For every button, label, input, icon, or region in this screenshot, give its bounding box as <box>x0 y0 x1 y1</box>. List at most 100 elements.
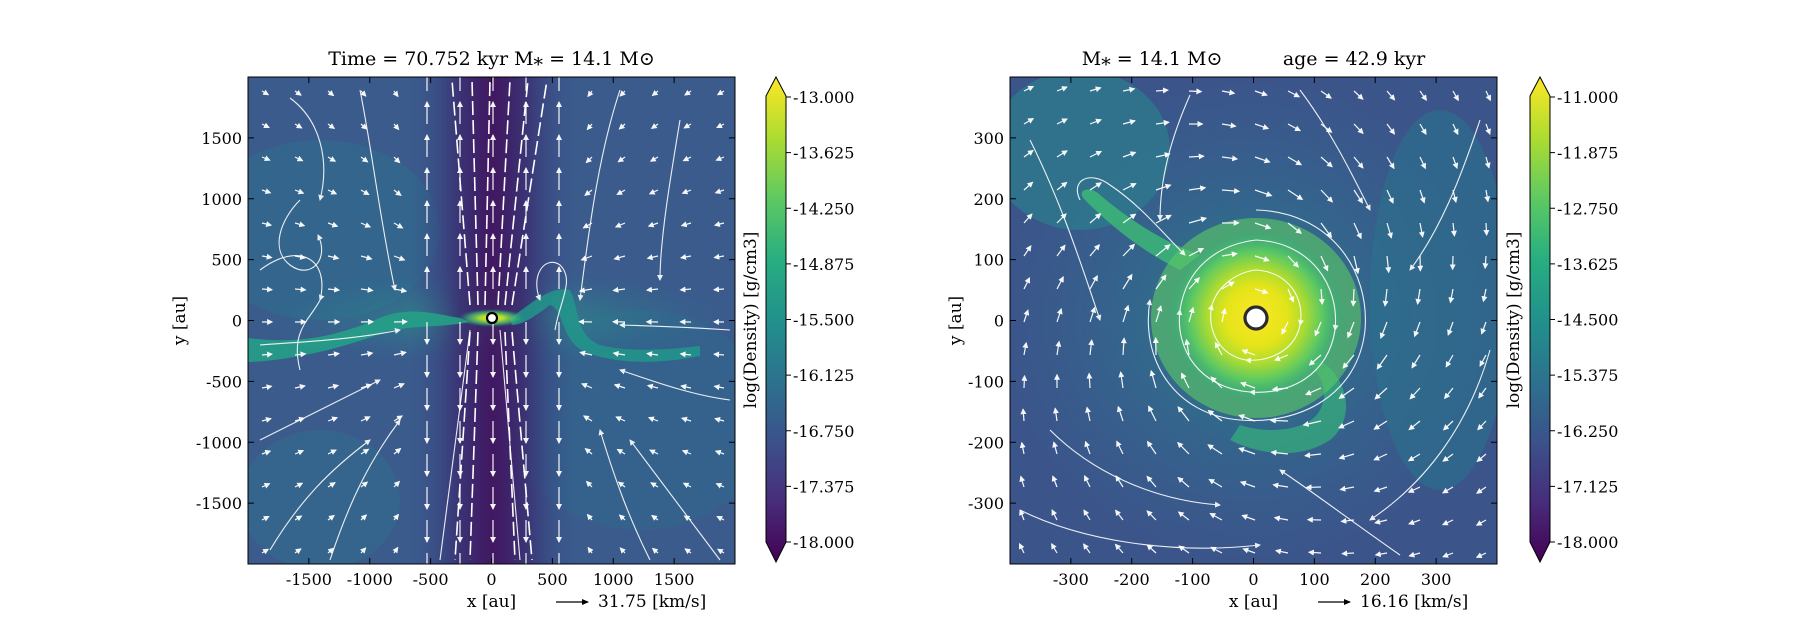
velocity-vector <box>682 482 692 489</box>
panel-2-envelope-upperleft <box>1010 77 1170 230</box>
colorbar-tick-label: -12.750 <box>1557 199 1618 218</box>
velocity-vector <box>1269 417 1289 424</box>
streamline <box>1146 209 1366 422</box>
colorbar-1-label: log(Density) [g/cm3] <box>741 232 761 409</box>
velocity-vector <box>327 449 337 455</box>
velocity-vector <box>1242 547 1256 554</box>
panel-1-xlabel: x [au] <box>467 592 516 612</box>
velocity-vector <box>1287 123 1301 132</box>
velocity-vector <box>1478 387 1487 399</box>
velocity-vector <box>645 286 659 293</box>
velocity-vector <box>1116 440 1124 455</box>
velocity-vector <box>1379 321 1388 340</box>
streamline <box>278 199 323 271</box>
panel-2-ylabel: y [au] <box>946 296 966 346</box>
colorbar-tick-label: -15.500 <box>793 311 854 330</box>
velocity-vector <box>261 482 271 489</box>
velocity-vector <box>1407 486 1421 493</box>
streamline <box>269 439 371 551</box>
velocity-vector <box>1122 86 1136 93</box>
velocity-vector <box>1188 153 1205 160</box>
velocity-vector <box>1051 509 1058 521</box>
velocity-vector <box>1409 387 1421 400</box>
x-tick-label: -200 <box>1114 570 1150 589</box>
velocity-vector <box>1221 187 1241 194</box>
x-tick-label: -300 <box>1053 570 1089 589</box>
velocity-vector <box>1350 288 1357 307</box>
velocity-vector <box>716 122 725 129</box>
velocity-vector <box>1386 123 1396 135</box>
y-tick-label: 500 <box>211 251 242 270</box>
velocity-vector <box>393 447 402 455</box>
velocity-vector <box>1114 509 1124 521</box>
streamline <box>259 328 401 346</box>
velocity-vector <box>1287 255 1299 268</box>
velocity-vector <box>1476 486 1487 494</box>
panel-1-title: Time = 70.752 kyr M⁎ = 14.1 M⊙ <box>328 48 655 70</box>
velocity-vector <box>1451 189 1458 204</box>
velocity-vector <box>327 189 338 195</box>
velocity-vector <box>393 156 401 164</box>
velocity-vector <box>1089 182 1102 191</box>
velocity-vector <box>647 416 659 423</box>
velocity-vector <box>261 286 274 293</box>
velocity-vector <box>1052 407 1059 422</box>
streamline <box>1049 429 1221 508</box>
velocity-vector <box>1019 475 1026 488</box>
velocity-vector <box>1089 213 1102 224</box>
colorbar-tick-label: -14.500 <box>1557 311 1618 330</box>
y-tick-label: -1000 <box>196 433 242 452</box>
velocity-vector <box>1302 420 1322 427</box>
velocity-vector <box>617 156 626 163</box>
velocity-vector <box>585 156 593 164</box>
panel-1-density-map <box>248 77 735 564</box>
velocity-vector <box>1444 387 1454 400</box>
streamline <box>359 89 397 291</box>
velocity-vector <box>1479 354 1487 367</box>
velocity-vector <box>682 155 692 162</box>
velocity-vector <box>585 480 593 488</box>
colorbar-tick-label: -16.125 <box>793 366 854 385</box>
panel-2-velocity-vectors <box>1018 85 1491 558</box>
velocity-vector <box>1146 475 1157 488</box>
velocity-vector <box>1475 519 1487 526</box>
velocity-vector <box>1287 90 1301 98</box>
colorbar-tick-label: -13.625 <box>793 144 854 163</box>
velocity-vector <box>1155 305 1163 323</box>
streamline <box>598 429 651 561</box>
velocity-vector <box>1056 150 1068 158</box>
velocity-vector <box>1056 276 1064 290</box>
streamline <box>1076 177 1186 256</box>
velocity-vector <box>294 89 302 96</box>
velocity-vector <box>327 482 336 488</box>
velocity-vector <box>327 156 337 162</box>
velocity-vector <box>649 449 659 455</box>
velocity-vector <box>392 513 400 521</box>
velocity-vector <box>714 449 725 456</box>
velocity-vector <box>615 416 626 422</box>
streamline <box>499 329 521 561</box>
velocity-vector <box>619 90 626 97</box>
velocity-vector <box>1339 485 1355 492</box>
velocity-vector <box>294 515 303 522</box>
velocity-vector <box>261 416 272 423</box>
velocity-vector <box>1442 420 1454 431</box>
velocity-vector <box>1452 156 1459 170</box>
velocity-vector <box>713 384 725 391</box>
velocity-vector <box>1373 453 1388 461</box>
velocity-vector <box>1287 222 1302 234</box>
colorbar-tick-label: -14.250 <box>793 199 854 218</box>
velocity-vector <box>1442 453 1454 462</box>
velocity-vector <box>1019 441 1026 455</box>
y-tick-label: -200 <box>968 433 1004 452</box>
x-tick-label: -100 <box>1175 570 1211 589</box>
velocity-vector <box>294 482 304 489</box>
velocity-vector <box>1241 349 1256 356</box>
velocity-vector <box>582 415 593 422</box>
velocity-vector <box>683 515 692 522</box>
colorbar-1-ticks: -13.000 -13.625 -14.250 -14.875 -15.500 -16.1… <box>786 88 854 552</box>
velocity-key-label: 16.16 [km/s] <box>1360 592 1468 612</box>
velocity-vector <box>294 254 307 260</box>
velocity-vector <box>1419 189 1426 204</box>
velocity-vector <box>1408 551 1421 558</box>
